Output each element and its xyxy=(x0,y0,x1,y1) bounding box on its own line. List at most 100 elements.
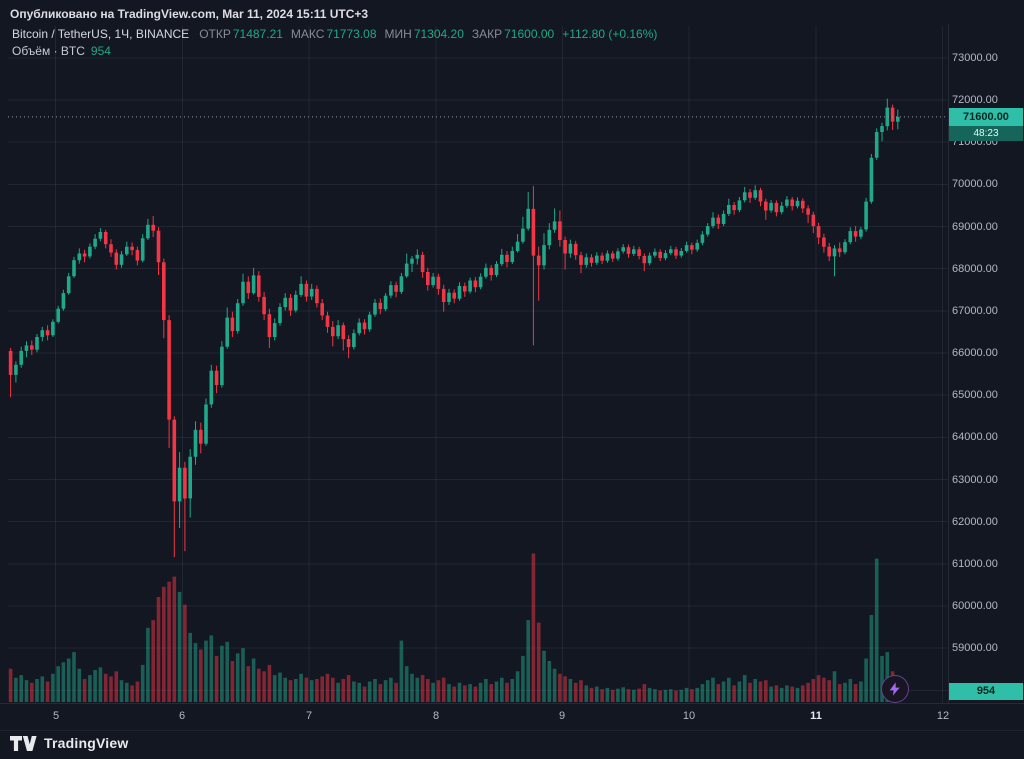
candle xyxy=(531,186,536,346)
volume-bar xyxy=(732,685,736,702)
volume-bar xyxy=(304,677,309,702)
candle xyxy=(241,273,245,306)
volume-bar xyxy=(367,681,372,702)
candle xyxy=(880,122,884,142)
volume-bar xyxy=(626,689,631,702)
volume-bar xyxy=(404,666,409,702)
volume-axis-badge: 954 xyxy=(949,683,1023,700)
volume-bar xyxy=(346,675,351,702)
price-axis-label: 65000.00 xyxy=(952,389,998,401)
volume-bar xyxy=(595,686,599,702)
price-axis-label: 64000.00 xyxy=(952,431,998,443)
volume-bar xyxy=(795,687,800,702)
candle xyxy=(457,282,462,301)
volume-bar xyxy=(642,684,647,702)
volume-label[interactable]: Объём · BTC xyxy=(12,44,85,58)
low-value: 71304.20 xyxy=(413,27,464,41)
candle xyxy=(552,208,557,233)
low-label: МИН xyxy=(384,27,412,41)
candle xyxy=(125,241,129,256)
brand-name[interactable]: TradingView xyxy=(44,735,129,751)
candle xyxy=(827,242,831,262)
volume-bar xyxy=(801,685,805,702)
candle xyxy=(705,223,710,237)
volume-bar xyxy=(463,685,467,702)
volume-bar xyxy=(119,680,124,702)
volume-bar xyxy=(415,677,420,702)
volume-bar xyxy=(283,677,287,702)
volume-bar xyxy=(785,685,789,702)
volume-bar xyxy=(526,620,530,702)
volume-bar xyxy=(721,681,726,702)
volume-bar xyxy=(146,627,150,702)
candle xyxy=(146,218,150,240)
candle xyxy=(758,187,763,207)
volume-bar xyxy=(51,673,55,702)
candle xyxy=(494,261,499,278)
time-grid xyxy=(55,26,944,703)
volume-bar xyxy=(82,679,87,702)
candle xyxy=(362,319,367,335)
price-axis-label: 59000.00 xyxy=(952,642,998,654)
candle xyxy=(199,422,203,454)
volume-bar xyxy=(299,673,303,702)
volume-bar xyxy=(827,680,831,702)
candle xyxy=(806,205,810,224)
volume-bar xyxy=(135,681,140,702)
candle xyxy=(837,242,842,257)
candle xyxy=(304,280,309,302)
candle xyxy=(209,364,214,408)
price-grid xyxy=(8,57,948,691)
volume-bar xyxy=(394,682,398,702)
close-pair: ЗАКР 71600.00 xyxy=(472,27,554,41)
volume-bar xyxy=(737,681,742,702)
candle xyxy=(235,299,240,334)
volume-bar xyxy=(605,687,610,702)
volume-bar xyxy=(235,653,240,702)
volume-bar xyxy=(457,682,462,702)
volume-bar xyxy=(632,689,636,702)
candle xyxy=(262,291,266,321)
volume-bar xyxy=(156,597,161,702)
candle xyxy=(848,227,853,245)
volume-bar xyxy=(262,671,266,702)
candle xyxy=(595,252,599,265)
candle xyxy=(547,223,552,250)
volume-bar xyxy=(183,604,187,702)
candle xyxy=(130,242,134,256)
volume-bar xyxy=(389,677,393,702)
candle xyxy=(874,128,879,160)
candle xyxy=(727,198,731,216)
open-pair: ОТКР 71487.21 xyxy=(199,27,283,41)
volume-bar xyxy=(468,684,472,702)
candle xyxy=(431,272,435,288)
volume-bar xyxy=(552,668,557,702)
volume-bar xyxy=(383,680,388,702)
volume-bar xyxy=(811,679,816,702)
volume-bar xyxy=(690,689,694,702)
candle xyxy=(40,326,45,342)
volume-bar xyxy=(779,687,784,702)
candle xyxy=(510,246,515,264)
volume-bar xyxy=(874,558,879,702)
volume-bar xyxy=(88,675,92,702)
candle xyxy=(272,318,277,341)
candle xyxy=(774,200,779,217)
candle xyxy=(441,284,446,312)
boost-button[interactable] xyxy=(881,675,909,703)
volume-bar xyxy=(832,671,837,702)
symbol-title[interactable]: Bitcoin / TetherUS, 1Ч, BINANCE xyxy=(12,27,190,41)
candle xyxy=(632,245,636,256)
price-axis-label: 62000.00 xyxy=(952,516,998,528)
volume-bar xyxy=(431,682,435,702)
candle xyxy=(542,233,546,270)
candle xyxy=(320,299,324,321)
candle xyxy=(309,283,314,300)
time-axis-label: 12 xyxy=(936,710,950,722)
tradingview-logo[interactable] xyxy=(10,735,37,751)
change-value: +112.80 (+0.16%) xyxy=(562,27,658,41)
volume-bar xyxy=(320,676,324,702)
candle xyxy=(822,233,826,253)
